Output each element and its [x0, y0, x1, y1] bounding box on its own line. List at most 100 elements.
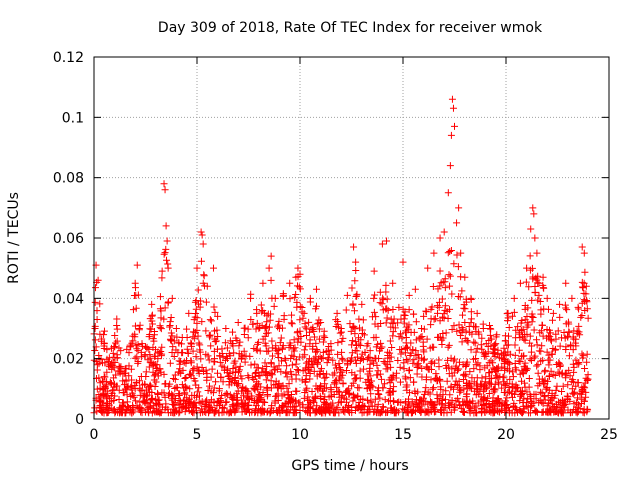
roti-point — [386, 388, 394, 396]
roti-point — [467, 319, 475, 327]
roti-point — [285, 394, 293, 402]
roti-point — [509, 373, 517, 381]
roti-point — [248, 408, 256, 416]
roti-point — [118, 402, 126, 410]
roti-point — [489, 364, 497, 372]
roti-point — [519, 325, 527, 333]
roti-point — [506, 360, 514, 368]
roti-point — [288, 311, 296, 319]
roti-point — [200, 271, 208, 279]
roti-point — [398, 334, 406, 342]
roti-point — [471, 339, 479, 347]
roti-point — [382, 281, 390, 289]
roti-point — [393, 369, 401, 377]
roti-point — [404, 357, 412, 365]
roti-point — [577, 313, 585, 321]
roti-point — [213, 369, 221, 377]
roti-point — [511, 404, 519, 412]
roti-point — [538, 342, 546, 350]
roti-point — [435, 333, 443, 341]
roti-point — [230, 392, 238, 400]
roti-point — [576, 331, 584, 339]
roti-point — [509, 368, 517, 376]
roti-point — [342, 395, 350, 403]
roti-point — [191, 334, 199, 342]
roti-point — [256, 391, 264, 399]
roti-point — [403, 343, 411, 351]
roti-point — [279, 342, 287, 350]
roti-point — [287, 355, 295, 363]
roti-point — [518, 377, 526, 385]
roti-point — [402, 329, 409, 337]
roti-point — [177, 369, 185, 377]
y-tick-label: 0 — [75, 412, 84, 428]
roti-point — [212, 407, 220, 415]
roti-point — [517, 326, 525, 334]
roti-point — [468, 374, 476, 382]
roti-point — [143, 343, 151, 351]
roti-point — [538, 321, 546, 329]
roti-point — [556, 363, 564, 371]
roti-point — [115, 344, 123, 352]
roti-peak-point — [539, 273, 547, 281]
roti-point — [145, 409, 153, 417]
roti-point — [320, 327, 328, 335]
roti-point — [516, 333, 524, 341]
roti-point — [288, 351, 296, 359]
roti-point — [132, 397, 140, 405]
roti-point — [455, 377, 463, 385]
roti-point — [101, 382, 109, 390]
roti-point — [389, 305, 397, 313]
roti-point — [535, 291, 543, 299]
roti-point — [451, 406, 459, 414]
roti-point — [421, 388, 429, 396]
roti-point — [575, 359, 583, 367]
roti-point — [288, 361, 296, 369]
roti-point — [456, 401, 464, 409]
roti-point — [264, 329, 272, 337]
y-tick-label: 0.08 — [53, 171, 84, 187]
roti-point — [360, 365, 368, 373]
roti-point — [93, 366, 101, 374]
roti-point — [570, 406, 578, 414]
roti-point — [306, 370, 314, 378]
roti-point — [273, 384, 281, 392]
roti-point — [563, 395, 571, 403]
roti-point — [138, 405, 146, 413]
roti-point — [577, 399, 585, 407]
roti-point — [158, 343, 166, 351]
roti-point — [308, 387, 316, 395]
roti-point — [96, 300, 104, 308]
roti-point — [533, 341, 541, 349]
roti-point — [337, 374, 345, 382]
roti-point — [243, 387, 251, 395]
roti-point — [313, 347, 321, 355]
roti-point — [517, 352, 525, 360]
roti-point — [581, 384, 589, 392]
roti-point — [131, 385, 139, 393]
roti-point — [553, 382, 561, 390]
roti-point — [322, 348, 330, 356]
roti-point — [251, 370, 259, 378]
roti-point — [130, 393, 138, 401]
roti-point — [247, 361, 255, 369]
roti-point — [128, 389, 136, 397]
roti-point — [419, 338, 427, 346]
roti-point — [540, 393, 548, 401]
roti-point — [284, 403, 292, 411]
roti-point — [472, 361, 480, 369]
roti-point — [149, 335, 157, 343]
roti-point — [569, 376, 577, 384]
roti-point — [302, 331, 310, 339]
roti-point — [458, 338, 466, 346]
roti-peak-point — [527, 225, 535, 233]
roti-point — [485, 359, 493, 367]
roti-peak-point — [240, 331, 248, 339]
roti-point — [215, 409, 223, 417]
roti-point — [503, 394, 511, 402]
roti-point — [494, 346, 502, 354]
axis-ticks — [93, 56, 610, 420]
roti-point — [148, 312, 156, 320]
roti-point — [533, 362, 541, 370]
roti-point — [526, 355, 534, 363]
